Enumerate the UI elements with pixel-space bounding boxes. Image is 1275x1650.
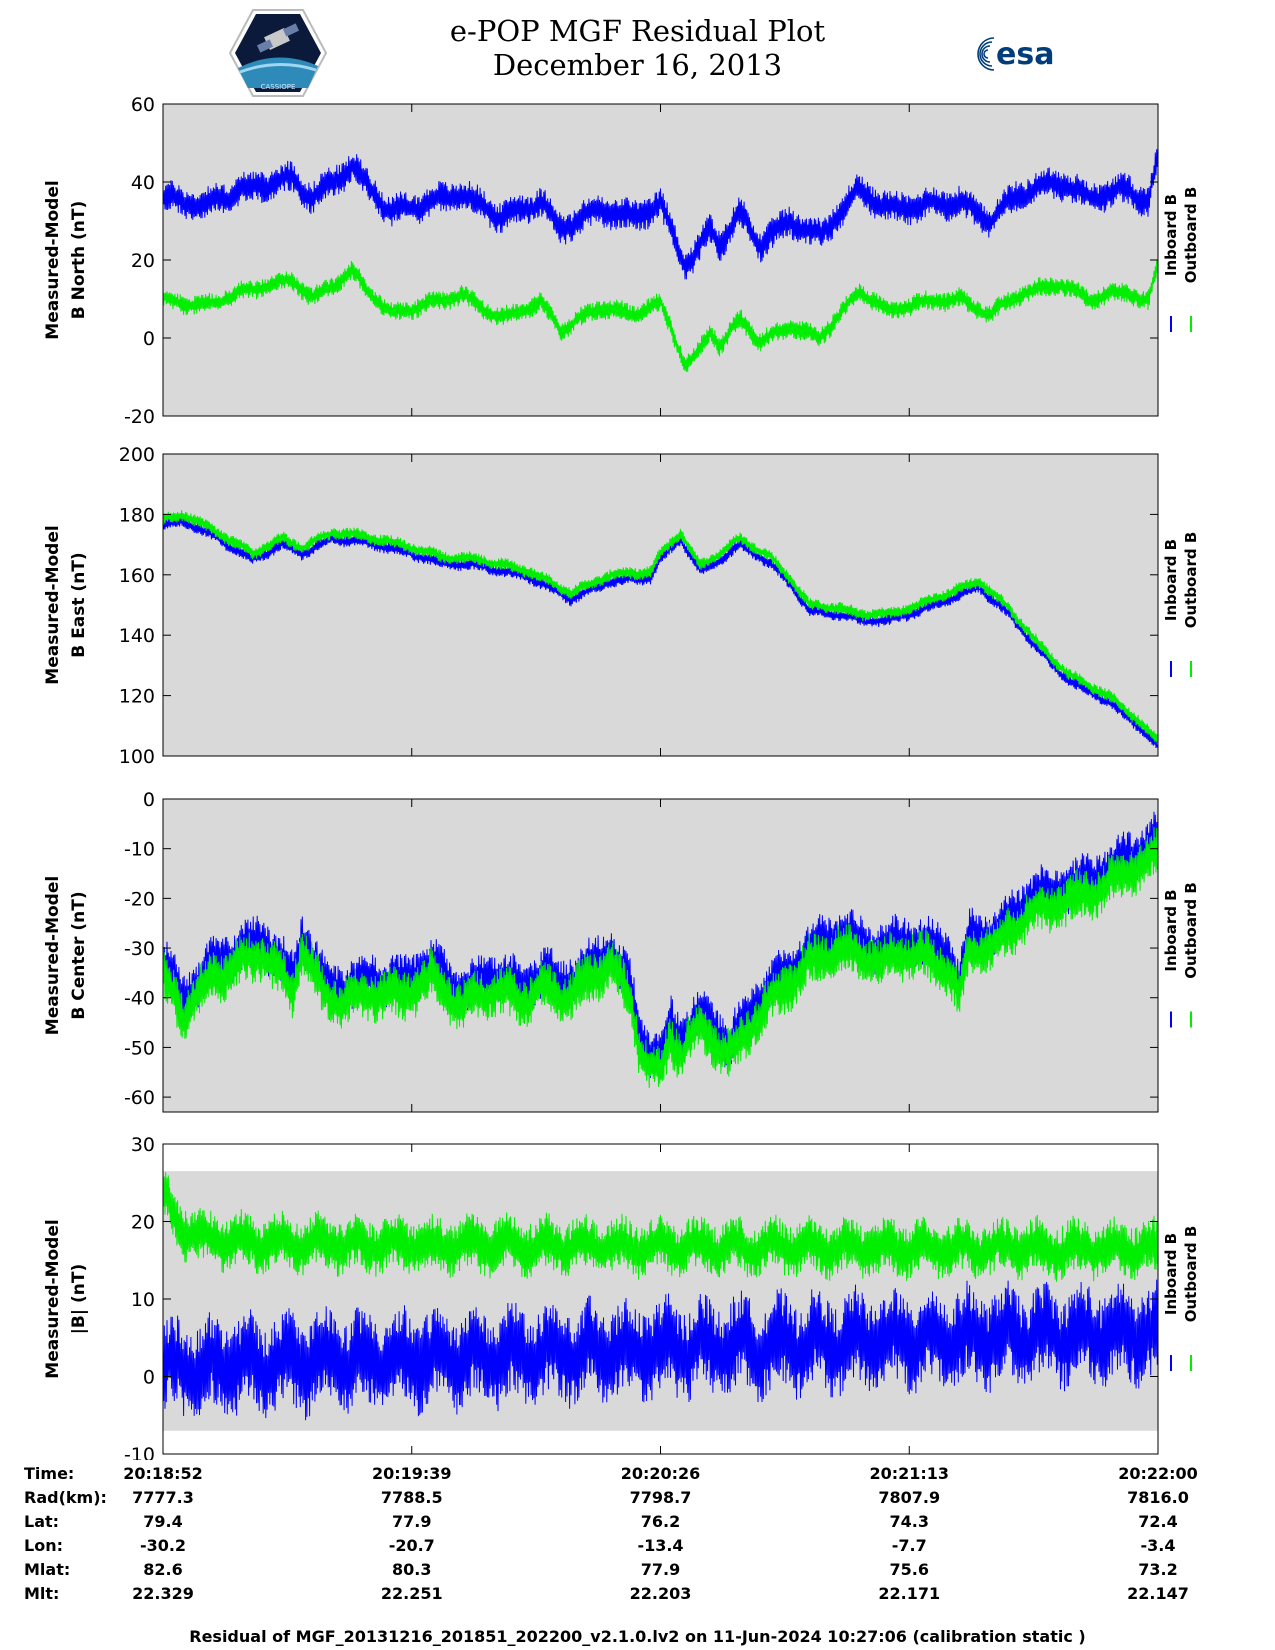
y-axis-label: Measured-Model [43, 876, 63, 1035]
table-cell: 77.9 [392, 1512, 432, 1531]
y-tick-label: 10 [131, 1289, 155, 1311]
table-row-label: Lon: [24, 1536, 63, 1555]
y-axis-label: B East (nT) [69, 552, 89, 657]
table-cell: 7807.9 [878, 1488, 941, 1507]
y-tick-label: 0 [143, 328, 155, 350]
table-row-label: Mlt: [24, 1584, 60, 1603]
y-tick-label: -10 [124, 839, 155, 861]
table-cell: 20:22:00 [1118, 1464, 1198, 1483]
svg-text:esa: esa [996, 37, 1054, 72]
y-tick-label: 20 [131, 250, 155, 272]
y-tick-label: 180 [119, 504, 155, 526]
y-tick-label: 40 [131, 172, 155, 194]
y-tick-label: -30 [124, 938, 155, 960]
y-tick-label: -20 [124, 888, 155, 910]
footer-caption: Residual of MGF_20131216_201851_202200_v… [189, 1627, 1086, 1646]
legend-label: Inboard B [1162, 539, 1180, 621]
table-cell: -13.4 [637, 1536, 684, 1555]
y-tick-label: 20 [131, 1212, 155, 1234]
legend-label: Inboard B [1162, 194, 1180, 276]
series-line-inboard-b [162, 1279, 1159, 1421]
table-cell: 80.3 [392, 1560, 432, 1579]
residual-plots: -20 0 20 40 60 Measured-Model B North (nT) Inbo… [43, 94, 1200, 1460]
series-line-inboard-b [162, 146, 1159, 280]
table-cell: 7788.5 [380, 1488, 443, 1507]
legend-label: Outboard B [1182, 187, 1200, 284]
y-tick-label: 100 [119, 746, 155, 768]
series-line-outboard-b [162, 510, 1159, 745]
y-tick-label: 200 [119, 444, 155, 466]
series-line-outboard-b [162, 1171, 1159, 1282]
table-cell: -3.4 [1140, 1536, 1176, 1555]
table-cell: 76.2 [640, 1512, 681, 1531]
series-line-outboard-b [162, 258, 1159, 372]
y-axis-label: |B| (nT) [69, 1264, 89, 1335]
panel-2: 100 120 140 160 180 200 Measured-Model B East (… [43, 444, 1200, 768]
plot-area [163, 454, 1158, 756]
y-tick-label: -20 [124, 406, 155, 428]
y-tick-label: 140 [119, 625, 155, 647]
svg-text:CASSIOPE: CASSIOPE [261, 83, 296, 91]
y-tick-label: -60 [124, 1087, 155, 1109]
page-title-block: e-POP MGF Residual Plot December 16, 201… [0, 14, 1275, 82]
table-cell: 73.2 [1138, 1560, 1178, 1579]
table-cell: 7798.7 [629, 1488, 692, 1507]
table-cell: 20:21:13 [869, 1464, 950, 1483]
legend-label: Inboard B [1162, 1233, 1180, 1315]
y-tick-label: 30 [131, 1134, 155, 1156]
table-cell: 75.6 [889, 1560, 929, 1579]
table-cell: 20:20:26 [620, 1464, 701, 1483]
y-axis-label: Measured-Model [43, 180, 63, 339]
plot-date: December 16, 2013 [492, 48, 783, 82]
table-row-label: Time: [24, 1464, 75, 1483]
table-cell: 7816.0 [1127, 1488, 1189, 1507]
table-cell: 22.251 [380, 1584, 443, 1603]
table-cell: 22.171 [878, 1584, 941, 1603]
coordinate-table: Time: 20:18:52 20:19:39 20:20:26 20:21:13 20:… [0, 1464, 1275, 1624]
table-cell: 7777.3 [132, 1488, 194, 1507]
table-cell: 74.3 [889, 1512, 929, 1531]
legend-label: Outboard B [1182, 1226, 1200, 1323]
legend-label: Outboard B [1182, 532, 1200, 629]
legend-label: Outboard B [1182, 882, 1200, 979]
table-row-label: Rad(km): [24, 1488, 107, 1507]
panel-3: -60 -50 -40 -30 -20 -10 0 Measured-Model B Cente… [43, 789, 1200, 1113]
table-row-label: Mlat: [24, 1560, 71, 1579]
y-tick-label: 60 [131, 94, 155, 116]
series-line-outboard-b [162, 827, 1159, 1088]
table-cell: 82.6 [143, 1560, 183, 1579]
y-tick-label: -50 [124, 1037, 155, 1059]
table-cell: -7.7 [891, 1536, 927, 1555]
table-cell: -20.7 [388, 1536, 435, 1555]
table-cell: 79.4 [143, 1512, 183, 1531]
table-cell: 22.329 [132, 1584, 194, 1603]
page-title: e-POP MGF Residual Plot [449, 14, 826, 48]
table-cell: 22.203 [629, 1584, 692, 1603]
y-tick-label: 160 [119, 565, 155, 587]
table-cell: -30.2 [139, 1536, 187, 1555]
table-cell: 20:18:52 [123, 1464, 203, 1483]
y-axis-label: Measured-Model [43, 525, 63, 684]
y-tick-label: 120 [119, 686, 155, 708]
legend-label: Inboard B [1162, 889, 1180, 971]
y-tick-label: 0 [143, 789, 155, 811]
table-cell: 22.147 [1127, 1584, 1189, 1603]
y-tick-label: -40 [124, 988, 155, 1010]
esa-logo: esa [977, 37, 1054, 72]
table-cell: 77.9 [640, 1560, 681, 1579]
cassiope-logo: CASSIOPE [228, 9, 328, 97]
y-axis-label: B North (nT) [69, 201, 89, 320]
table-row-label: Lat: [24, 1512, 60, 1531]
plot-area [163, 104, 1158, 416]
series-line-inboard-b [162, 808, 1159, 1079]
y-axis-label: Measured-Model [43, 1219, 63, 1378]
table-cell: 20:19:39 [371, 1464, 452, 1483]
table-cell: 72.4 [1138, 1512, 1178, 1531]
y-axis-label: B Center (nT) [69, 891, 89, 1019]
y-tick-label: -10 [124, 1444, 155, 1460]
panel-1: -20 0 20 40 60 Measured-Model B North (nT) Inbo… [43, 94, 1200, 428]
panel-4: -10 0 10 20 30 Measured-Model |B| (nT) Inboard … [43, 1134, 1200, 1460]
y-tick-label: 0 [143, 1367, 155, 1389]
